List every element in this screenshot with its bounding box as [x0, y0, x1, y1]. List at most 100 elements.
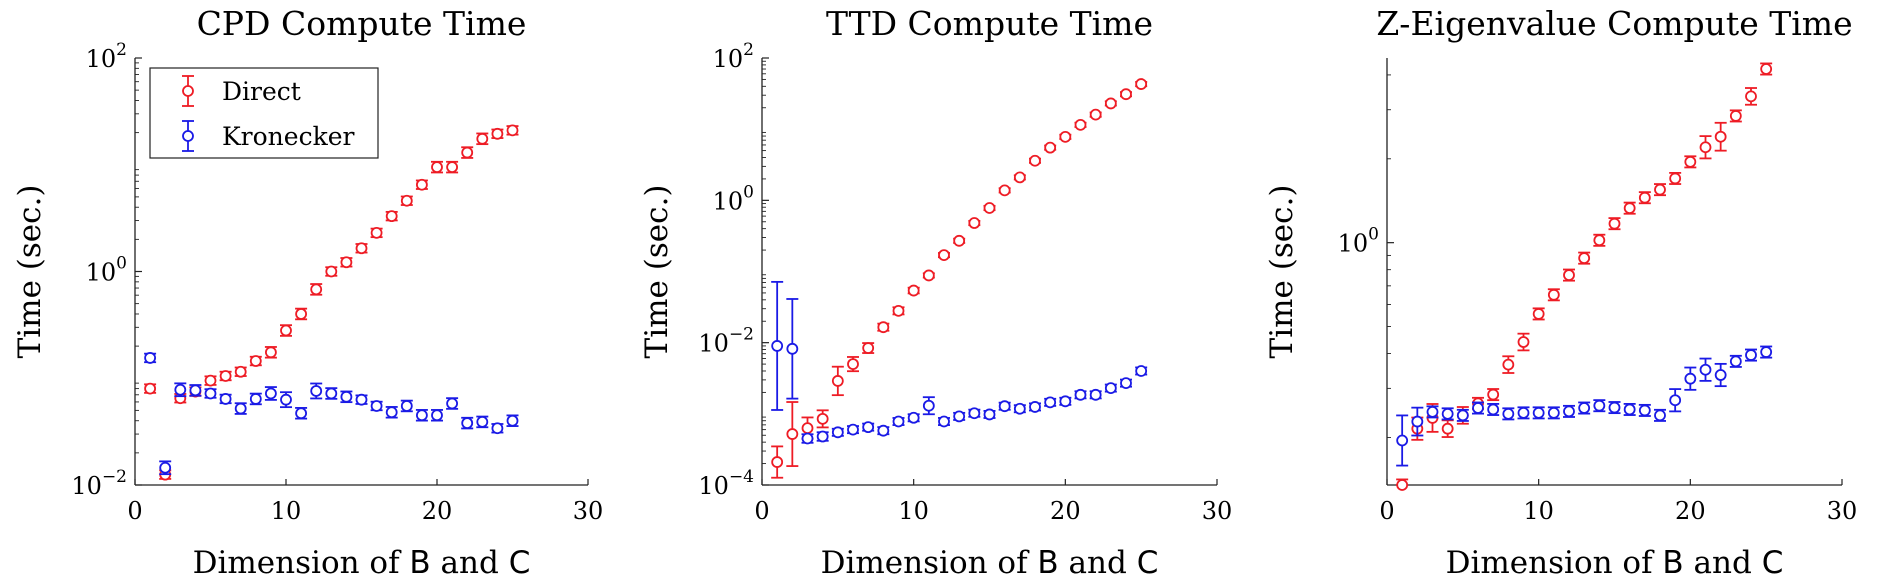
- data-point: [1714, 121, 1727, 152]
- marker: [1396, 434, 1409, 447]
- marker: [816, 430, 829, 443]
- marker: [1472, 402, 1484, 414]
- legend-marker: [182, 85, 194, 97]
- marker: [249, 393, 262, 405]
- data-point: [938, 415, 950, 428]
- marker: [264, 387, 277, 400]
- data-point: [1059, 130, 1072, 143]
- marker: [385, 406, 398, 419]
- data-point: [1487, 388, 1500, 402]
- marker: [1517, 336, 1530, 348]
- marker: [1029, 154, 1041, 167]
- marker: [1745, 90, 1757, 103]
- data-point: [786, 298, 799, 400]
- data-point: [1593, 399, 1606, 413]
- data-point: [1669, 171, 1682, 185]
- marker: [1547, 288, 1560, 301]
- data-point: [983, 202, 996, 214]
- data-point: [1074, 388, 1087, 401]
- data-point: [816, 409, 829, 429]
- data-point: [1135, 78, 1148, 90]
- marker: [295, 407, 308, 420]
- data-point: [1729, 109, 1742, 123]
- data-point: [385, 210, 398, 223]
- data-point: [1729, 354, 1742, 368]
- data-point: [1074, 118, 1087, 131]
- marker: [280, 393, 292, 406]
- marker: [310, 385, 323, 397]
- y-tick-label: 10−2: [71, 467, 127, 500]
- data-point: [431, 160, 443, 174]
- data-point: [877, 321, 890, 334]
- marker: [983, 202, 996, 214]
- y-tick-label: 102: [713, 40, 754, 73]
- marker: [877, 321, 890, 334]
- marker: [1059, 395, 1072, 408]
- y-axis-label: Time (sec.): [1264, 185, 1300, 359]
- marker: [1714, 130, 1727, 143]
- data-point: [476, 415, 489, 429]
- marker: [325, 387, 338, 400]
- marker: [862, 421, 875, 434]
- data-point: [968, 407, 981, 420]
- data-point: [1472, 401, 1484, 415]
- marker: [370, 226, 383, 239]
- marker: [831, 375, 844, 387]
- marker: [1729, 110, 1742, 122]
- marker: [415, 178, 428, 191]
- marker: [1120, 88, 1132, 101]
- data-point: [204, 374, 217, 387]
- data-point: [1104, 97, 1117, 110]
- data-point: [998, 400, 1011, 413]
- y-tick-label: 100: [713, 182, 754, 215]
- marker: [1608, 217, 1621, 230]
- data-point: [1517, 406, 1530, 420]
- data-point: [310, 283, 323, 296]
- data-point: [1029, 154, 1041, 167]
- marker: [1578, 402, 1591, 414]
- y-axis-label: Time (sec.): [639, 185, 675, 359]
- marker: [968, 407, 981, 420]
- marker: [431, 161, 443, 174]
- marker: [219, 393, 232, 405]
- data-point: [816, 430, 829, 443]
- data-point: [922, 396, 935, 416]
- chart-title: TTD Compute Time: [826, 4, 1153, 43]
- marker: [1563, 405, 1575, 418]
- marker: [953, 410, 966, 423]
- marker: [968, 217, 981, 229]
- marker: [1563, 269, 1575, 281]
- marker: [1411, 415, 1424, 428]
- data-point: [1760, 345, 1773, 359]
- marker: [1623, 403, 1636, 416]
- marker: [847, 423, 859, 436]
- data-point: [938, 249, 950, 261]
- data-point: [1502, 407, 1515, 421]
- marker: [771, 456, 784, 468]
- data-point: [998, 184, 1011, 197]
- data-point: [907, 411, 920, 424]
- data-point: [831, 426, 844, 439]
- marker: [847, 358, 859, 370]
- data-point: [953, 410, 966, 423]
- x-tick-label: 10: [898, 497, 929, 525]
- marker: [310, 283, 323, 296]
- data-point: [506, 414, 519, 427]
- marker: [1013, 402, 1026, 415]
- data-point: [1044, 396, 1057, 409]
- y-axis-label: Time (sec.): [12, 185, 48, 359]
- x-tick-label: 30: [573, 497, 604, 525]
- data-point: [249, 392, 262, 406]
- marker: [1608, 401, 1621, 414]
- data-point: [1029, 401, 1041, 413]
- data-point: [1669, 388, 1682, 413]
- marker: [1760, 63, 1773, 75]
- marker: [1044, 396, 1057, 409]
- data-point: [174, 382, 187, 398]
- data-point: [400, 399, 413, 413]
- data-point: [1396, 478, 1409, 491]
- legend: Direct Kronecker: [149, 67, 379, 159]
- data-point: [340, 256, 353, 269]
- marker: [786, 342, 799, 355]
